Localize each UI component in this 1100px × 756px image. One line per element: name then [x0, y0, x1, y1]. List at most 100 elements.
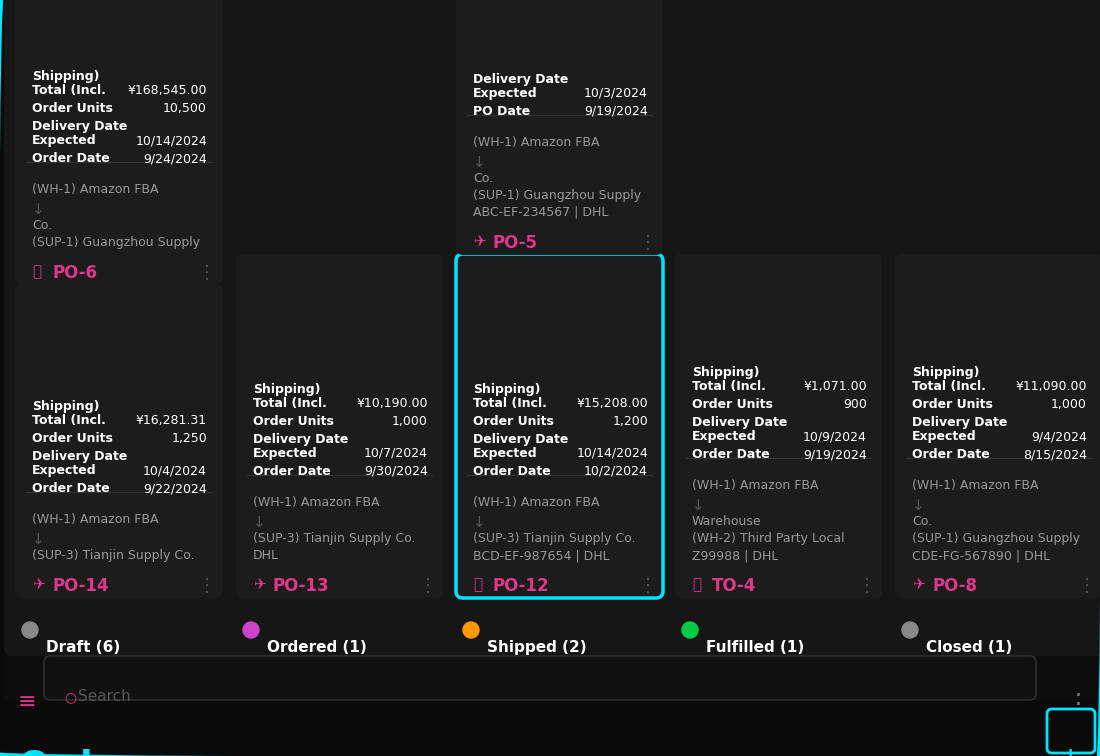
Text: Order Units: Order Units: [912, 398, 993, 411]
Text: Expected: Expected: [692, 430, 757, 443]
Text: 1,000: 1,000: [1052, 398, 1087, 411]
Text: Total (Incl.: Total (Incl.: [912, 380, 986, 393]
Text: ⋮: ⋮: [858, 577, 876, 595]
Text: ¥168,545.00: ¥168,545.00: [128, 84, 207, 97]
Text: Order Date: Order Date: [32, 152, 110, 165]
Text: 10,500: 10,500: [163, 102, 207, 115]
Text: Z99988 | DHL: Z99988 | DHL: [692, 549, 779, 562]
Text: (WH-1) Amazon FBA: (WH-1) Amazon FBA: [692, 479, 818, 492]
Text: Order Date: Order Date: [912, 448, 990, 461]
Text: Expected: Expected: [912, 430, 977, 443]
Text: 10/9/2024: 10/9/2024: [803, 430, 867, 443]
Text: 🚐: 🚐: [692, 577, 701, 592]
Text: Shipping): Shipping): [912, 366, 979, 379]
Text: PO-5: PO-5: [493, 234, 538, 252]
Text: PO-8: PO-8: [932, 577, 977, 595]
Text: ○: ○: [64, 690, 76, 704]
Text: Order Units: Order Units: [32, 102, 113, 115]
Text: (SUP-3) Tianjin Supply Co.: (SUP-3) Tianjin Supply Co.: [32, 549, 195, 562]
Text: ⋮: ⋮: [1078, 577, 1096, 595]
Text: ✈: ✈: [473, 234, 486, 249]
Text: Expected: Expected: [473, 87, 538, 100]
Text: ↓: ↓: [912, 498, 925, 513]
Text: ↓: ↓: [32, 202, 45, 217]
Text: Delivery Date: Delivery Date: [473, 433, 569, 446]
Text: 10/7/2024: 10/7/2024: [364, 447, 428, 460]
Text: Total (Incl.: Total (Incl.: [253, 397, 327, 410]
Text: (SUP-1) Guangzhou Supply: (SUP-1) Guangzhou Supply: [912, 532, 1080, 545]
Text: 9/19/2024: 9/19/2024: [584, 105, 648, 118]
Text: Order Date: Order Date: [253, 465, 331, 478]
Text: 9/30/2024: 9/30/2024: [364, 465, 428, 478]
FancyBboxPatch shape: [15, 0, 222, 285]
Text: ¥10,190.00: ¥10,190.00: [356, 397, 428, 410]
Text: Order Units: Order Units: [32, 432, 113, 445]
Text: 10/4/2024: 10/4/2024: [143, 464, 207, 477]
FancyBboxPatch shape: [44, 656, 1036, 700]
Text: ¥15,208.00: ¥15,208.00: [576, 397, 648, 410]
FancyBboxPatch shape: [884, 0, 1100, 656]
FancyBboxPatch shape: [4, 0, 233, 656]
FancyBboxPatch shape: [236, 254, 443, 598]
Text: ✈: ✈: [32, 577, 45, 592]
Text: 8/15/2024: 8/15/2024: [1023, 448, 1087, 461]
Text: 9/4/2024: 9/4/2024: [1031, 430, 1087, 443]
Text: Shipping): Shipping): [32, 400, 99, 413]
Text: PO-13: PO-13: [273, 577, 330, 595]
Text: (WH-1) Amazon FBA: (WH-1) Amazon FBA: [473, 496, 600, 509]
Text: Shipping): Shipping): [473, 383, 540, 396]
Text: (SUP-1) Guangzhou Supply: (SUP-1) Guangzhou Supply: [32, 236, 200, 249]
Text: 1,000: 1,000: [392, 415, 428, 428]
Text: (WH-1) Amazon FBA: (WH-1) Amazon FBA: [32, 183, 158, 196]
Text: ⋮: ⋮: [198, 264, 216, 282]
Circle shape: [463, 622, 478, 638]
Text: 9/24/2024: 9/24/2024: [143, 152, 207, 165]
Text: Order Date: Order Date: [692, 448, 770, 461]
Text: PO-12: PO-12: [493, 577, 550, 595]
Text: 1,200: 1,200: [613, 415, 648, 428]
Text: PO-14: PO-14: [52, 577, 109, 595]
Text: 10/14/2024: 10/14/2024: [576, 447, 648, 460]
Circle shape: [243, 622, 258, 638]
FancyBboxPatch shape: [4, 654, 1096, 700]
Text: PO Date: PO Date: [473, 105, 530, 118]
Text: ¥16,281.31: ¥16,281.31: [136, 414, 207, 427]
Text: Delivery Date: Delivery Date: [473, 73, 569, 86]
FancyBboxPatch shape: [456, 254, 663, 598]
Text: Shipping): Shipping): [32, 70, 99, 83]
FancyBboxPatch shape: [446, 0, 674, 656]
Text: ⋮: ⋮: [639, 577, 657, 595]
Text: ↓: ↓: [473, 155, 486, 170]
Text: +: +: [1059, 745, 1082, 756]
Text: Orders: Orders: [18, 748, 156, 756]
Text: Order Date: Order Date: [32, 482, 110, 495]
Text: Total (Incl.: Total (Incl.: [692, 380, 766, 393]
Text: Delivery Date: Delivery Date: [912, 416, 1008, 429]
FancyBboxPatch shape: [895, 254, 1100, 598]
Text: ↓: ↓: [253, 515, 266, 530]
Text: ⋮: ⋮: [198, 577, 216, 595]
Text: Co.: Co.: [32, 219, 52, 232]
Text: 10/14/2024: 10/14/2024: [135, 134, 207, 147]
Text: 🚐: 🚐: [32, 264, 41, 279]
Text: PO-6: PO-6: [52, 264, 97, 282]
Text: (SUP-3) Tianjin Supply Co.: (SUP-3) Tianjin Supply Co.: [473, 532, 636, 545]
Text: ↓: ↓: [473, 515, 486, 530]
Text: (SUP-1) Guangzhou Supply: (SUP-1) Guangzhou Supply: [473, 189, 641, 202]
Text: Closed (1): Closed (1): [926, 640, 1012, 655]
Text: (WH-2) Third Party Local: (WH-2) Third Party Local: [692, 532, 845, 545]
Text: Order Units: Order Units: [253, 415, 334, 428]
Text: TO-4: TO-4: [712, 577, 757, 595]
Text: Total (Incl.: Total (Incl.: [32, 84, 106, 97]
Circle shape: [22, 622, 38, 638]
Text: ✈: ✈: [253, 577, 266, 592]
Text: ⋮: ⋮: [1066, 692, 1090, 716]
Text: Expected: Expected: [473, 447, 538, 460]
Text: (WH-1) Amazon FBA: (WH-1) Amazon FBA: [253, 496, 379, 509]
Text: (WH-1) Amazon FBA: (WH-1) Amazon FBA: [32, 513, 158, 526]
Text: Expected: Expected: [32, 134, 97, 147]
Circle shape: [902, 622, 918, 638]
FancyBboxPatch shape: [15, 284, 222, 598]
Text: Shipping): Shipping): [253, 383, 320, 396]
Text: Delivery Date: Delivery Date: [253, 433, 349, 446]
